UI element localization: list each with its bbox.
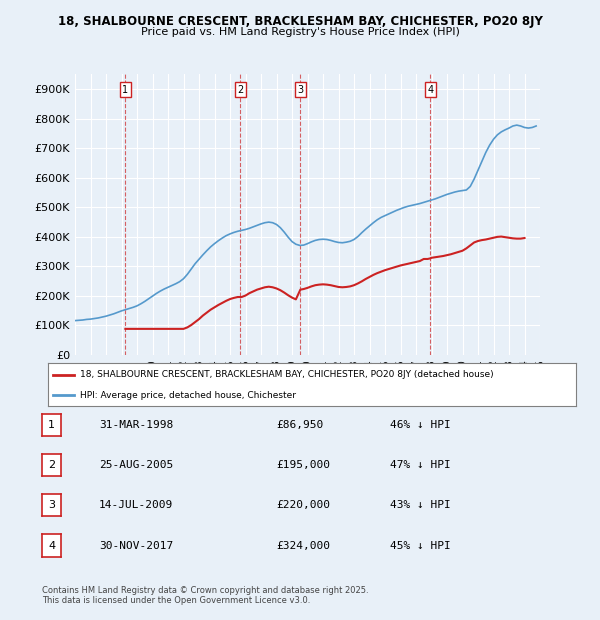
Text: 4: 4 xyxy=(427,85,433,95)
Text: 4: 4 xyxy=(48,541,55,551)
Text: £220,000: £220,000 xyxy=(276,500,330,510)
Text: 45% ↓ HPI: 45% ↓ HPI xyxy=(390,541,451,551)
Text: £324,000: £324,000 xyxy=(276,541,330,551)
Text: Contains HM Land Registry data © Crown copyright and database right 2025.
This d: Contains HM Land Registry data © Crown c… xyxy=(42,586,368,605)
Text: 3: 3 xyxy=(298,85,304,95)
Text: 2: 2 xyxy=(48,460,55,470)
Text: 25-AUG-2005: 25-AUG-2005 xyxy=(99,460,173,470)
Text: 18, SHALBOURNE CRESCENT, BRACKLESHAM BAY, CHICHESTER, PO20 8JY: 18, SHALBOURNE CRESCENT, BRACKLESHAM BAY… xyxy=(58,16,542,29)
Text: Price paid vs. HM Land Registry's House Price Index (HPI): Price paid vs. HM Land Registry's House … xyxy=(140,27,460,37)
Text: HPI: Average price, detached house, Chichester: HPI: Average price, detached house, Chic… xyxy=(80,391,296,400)
Text: 1: 1 xyxy=(48,420,55,430)
Text: £86,950: £86,950 xyxy=(276,420,323,430)
Text: 30-NOV-2017: 30-NOV-2017 xyxy=(99,541,173,551)
Text: 43% ↓ HPI: 43% ↓ HPI xyxy=(390,500,451,510)
Text: 2: 2 xyxy=(237,85,243,95)
Text: 18, SHALBOURNE CRESCENT, BRACKLESHAM BAY, CHICHESTER, PO20 8JY (detached house): 18, SHALBOURNE CRESCENT, BRACKLESHAM BAY… xyxy=(80,370,493,379)
Text: 14-JUL-2009: 14-JUL-2009 xyxy=(99,500,173,510)
Text: 47% ↓ HPI: 47% ↓ HPI xyxy=(390,460,451,470)
Text: 1: 1 xyxy=(122,85,128,95)
Text: £195,000: £195,000 xyxy=(276,460,330,470)
Text: 46% ↓ HPI: 46% ↓ HPI xyxy=(390,420,451,430)
Text: 31-MAR-1998: 31-MAR-1998 xyxy=(99,420,173,430)
Text: 3: 3 xyxy=(48,500,55,510)
